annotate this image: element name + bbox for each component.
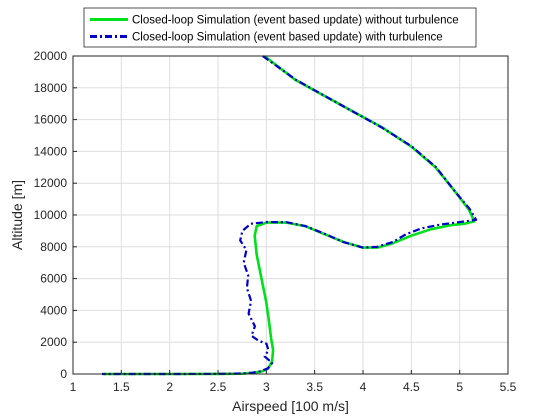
x-tick-label: 5 xyxy=(456,380,463,394)
x-tick-label: 2.5 xyxy=(210,380,227,394)
y-tick-label: 20000 xyxy=(34,49,68,63)
legend-box xyxy=(83,7,477,48)
y-tick-label: 14000 xyxy=(34,144,68,158)
x-tick-label: 3.5 xyxy=(306,380,323,394)
legend-label-without-turbulence: Closed-loop Simulation (event based upda… xyxy=(132,15,459,27)
x-tick-label: 3 xyxy=(263,380,270,394)
y-tick-label: 4000 xyxy=(40,303,67,317)
series-layer xyxy=(102,54,478,376)
x-axis-label: Airspeed [100 m/s] xyxy=(232,398,349,414)
y-tick-label: 8000 xyxy=(40,240,67,254)
y-tick-label: 18000 xyxy=(34,81,68,95)
x-tick-label: 5.5 xyxy=(500,380,517,394)
series-line-with-turbulence xyxy=(102,55,478,376)
y-tick-label: 12000 xyxy=(34,176,68,190)
legend-label-with-turbulence: Closed-loop Simulation (event based upda… xyxy=(132,32,443,44)
axis-ticks xyxy=(72,55,509,375)
legend: Closed-loop Simulation (event based upda… xyxy=(83,7,477,48)
y-tick-labels: 0 2000 4000 6000 8000 10000 12000 14000 16000 180… xyxy=(34,49,68,381)
x-tick-label: 1.5 xyxy=(113,380,130,394)
y-tick-label: 2000 xyxy=(40,335,67,349)
x-tick-label: 1 xyxy=(70,380,77,394)
y-axis-label: Altitude [m] xyxy=(9,180,25,250)
x-tick-label: 4 xyxy=(360,380,367,394)
x-tick-label: 2 xyxy=(166,380,173,394)
y-tick-label: 0 xyxy=(60,367,67,381)
x-tick-labels: 1 1.5 2 2.5 3 3.5 4 4.5 5 5.5 xyxy=(70,380,517,394)
y-tick-label: 16000 xyxy=(34,113,68,127)
x-tick-label: 4.5 xyxy=(403,380,420,394)
y-tick-label: 6000 xyxy=(40,272,67,286)
y-tick-label: 10000 xyxy=(34,208,68,222)
